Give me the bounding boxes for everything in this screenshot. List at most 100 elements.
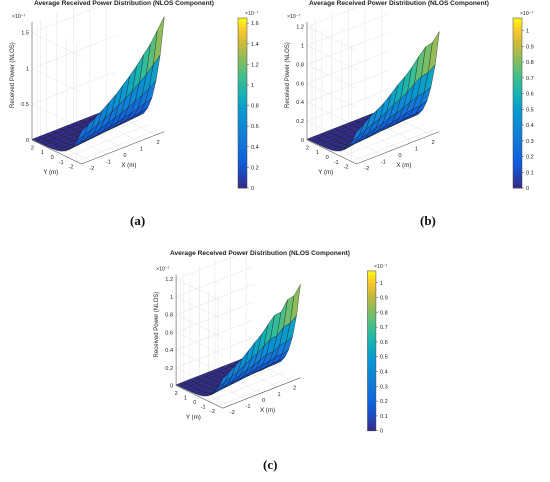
y-tick-label: 2 — [31, 145, 34, 151]
colorbar-segment — [513, 94, 522, 100]
colorbar-segment — [513, 145, 522, 151]
colorbar-segment — [513, 86, 522, 91]
y-tick-label: 1 — [316, 150, 319, 156]
colorbar-segment — [513, 43, 522, 49]
colorbar-segment — [367, 418, 376, 424]
colorbar-segment — [238, 166, 247, 172]
z-tick-label: 1 — [301, 44, 304, 50]
x-tick-label: -2 — [230, 410, 235, 416]
colorbar-tick-label: 0.5 — [380, 355, 388, 361]
colorbar-segment — [367, 354, 376, 360]
x-tick-label: 0 — [123, 153, 126, 159]
colorbar-segment — [367, 338, 376, 344]
x-tick-label: -2 — [89, 166, 94, 172]
colorbar-segment — [513, 73, 522, 78]
x-axis-label: X (m) — [260, 407, 275, 414]
colorbar-segment — [367, 310, 376, 316]
colorbar-segment — [238, 86, 247, 91]
colorbar-segment — [238, 90, 247, 95]
colorbar-segment — [367, 390, 376, 396]
colorbar-segment — [238, 149, 247, 155]
colorbar-segment — [367, 378, 376, 384]
colorbar-segment — [238, 39, 247, 44]
colorbar-tick-label: 1 — [526, 29, 529, 35]
colorbar-segment — [367, 286, 376, 292]
x-tick-label: 0 — [398, 153, 401, 159]
z-tick-label: 0.8 — [165, 313, 173, 319]
colorbar-tick-label: 0.5 — [526, 107, 534, 113]
surface — [31, 16, 165, 152]
x-axis-label: X (m) — [396, 162, 411, 169]
y-tick-label: 2 — [175, 391, 178, 397]
z-tick-label: 0.5 — [21, 102, 29, 108]
colorbar-tick-label: 1.6 — [251, 21, 259, 27]
y-axis-label: Y (m) — [318, 169, 333, 176]
z-tick-label: 1.2 — [296, 25, 304, 31]
colorbar-tick-label: 0 — [380, 429, 383, 435]
colorbar-tick-label: 1.4 — [251, 42, 259, 48]
colorbar-segment — [367, 358, 376, 364]
z-axis-label: Received Power (NLOS) — [10, 42, 16, 108]
colorbar-segment — [367, 318, 376, 324]
colorbar-segment — [513, 47, 522, 53]
z-tick-label: 0 — [170, 384, 173, 390]
colorbar: 0 0.1 0.2 0.3 0.4 0.5 0.6 0.7 0.8 0.9 1 ×10⁻⁷ — [512, 11, 534, 192]
colorbar-segment — [367, 346, 376, 352]
y-tick-label: -2 — [210, 409, 215, 415]
colorbar-frame — [512, 17, 523, 189]
gridline-y-floor — [217, 375, 296, 407]
colorbar-tick-label: 0.7 — [380, 325, 388, 331]
colorbar-segment — [513, 179, 522, 185]
colorbar-segment — [367, 414, 376, 420]
x-tick-label: 2 — [156, 140, 159, 146]
z-tick-label: 1 — [26, 66, 29, 72]
colorbar-segment — [513, 158, 522, 163]
colorbar: 0 0.2 0.4 0.6 0.8 1 1.2 1.4 1.6 ×10⁻⁷ — [237, 11, 259, 192]
z-tick-label: 0.6 — [296, 81, 304, 87]
colorbar-frame — [237, 17, 248, 189]
colorbar-tick-label: 0.4 — [526, 123, 534, 129]
colorbar-segment — [513, 162, 522, 168]
surface-plot-b: 0 0.2 0.4 0.6 0.8 1 1.2 ×10⁻⁷ Received Power (NL… — [285, 0, 534, 192]
colorbar-tick-label: 1.2 — [251, 62, 259, 68]
y-tick-label: 1 — [184, 395, 187, 401]
colorbar-tick-label: 0.4 — [380, 370, 388, 376]
axis-lines: 0 0.2 0.4 0.6 0.8 1 1.2 ×10⁻⁷ Received Power (NL… — [285, 14, 440, 176]
axis-line — [356, 131, 440, 165]
colorbar-segment — [238, 158, 247, 163]
colorbar-segment — [513, 115, 522, 121]
colorbar-segment — [367, 334, 376, 340]
colorbar-segment — [367, 322, 376, 328]
colorbar-segment — [513, 141, 522, 146]
colorbar-segment — [238, 73, 247, 78]
colorbar-segment — [513, 26, 522, 32]
colorbar-segment — [238, 52, 247, 57]
surface-patch — [428, 31, 440, 74]
surface — [175, 284, 301, 397]
z-tick-label: 1.2 — [165, 277, 173, 283]
colorbar-segment — [513, 128, 522, 134]
colorbar-segment — [513, 60, 522, 66]
panel-caption-a: (a) — [130, 213, 146, 228]
colorbar-segment — [367, 406, 376, 412]
colorbar-segment — [238, 103, 247, 108]
colorbar-segment — [367, 366, 376, 372]
x-tick-label: -1 — [245, 404, 250, 410]
colorbar-segment — [367, 394, 376, 400]
colorbar-segment — [238, 64, 247, 70]
colorbar-segment — [367, 270, 376, 276]
colorbar-segment — [513, 81, 522, 87]
z-tick-label: 0 — [26, 138, 29, 144]
panel-caption-b: (b) — [420, 213, 436, 228]
colorbar-segment — [238, 162, 247, 168]
colorbar-segment — [238, 111, 247, 117]
y-tick-label: 2 — [306, 145, 309, 151]
colorbar-segment — [238, 120, 247, 125]
colorbar-segment — [367, 326, 376, 332]
colorbar-tick-label: 0.2 — [380, 399, 388, 405]
colorbar-tick-label: 0 — [526, 186, 529, 192]
colorbar-segment — [513, 52, 522, 57]
y-tick-label: -1 — [59, 160, 64, 166]
z-tick-label: 0.8 — [296, 62, 304, 68]
